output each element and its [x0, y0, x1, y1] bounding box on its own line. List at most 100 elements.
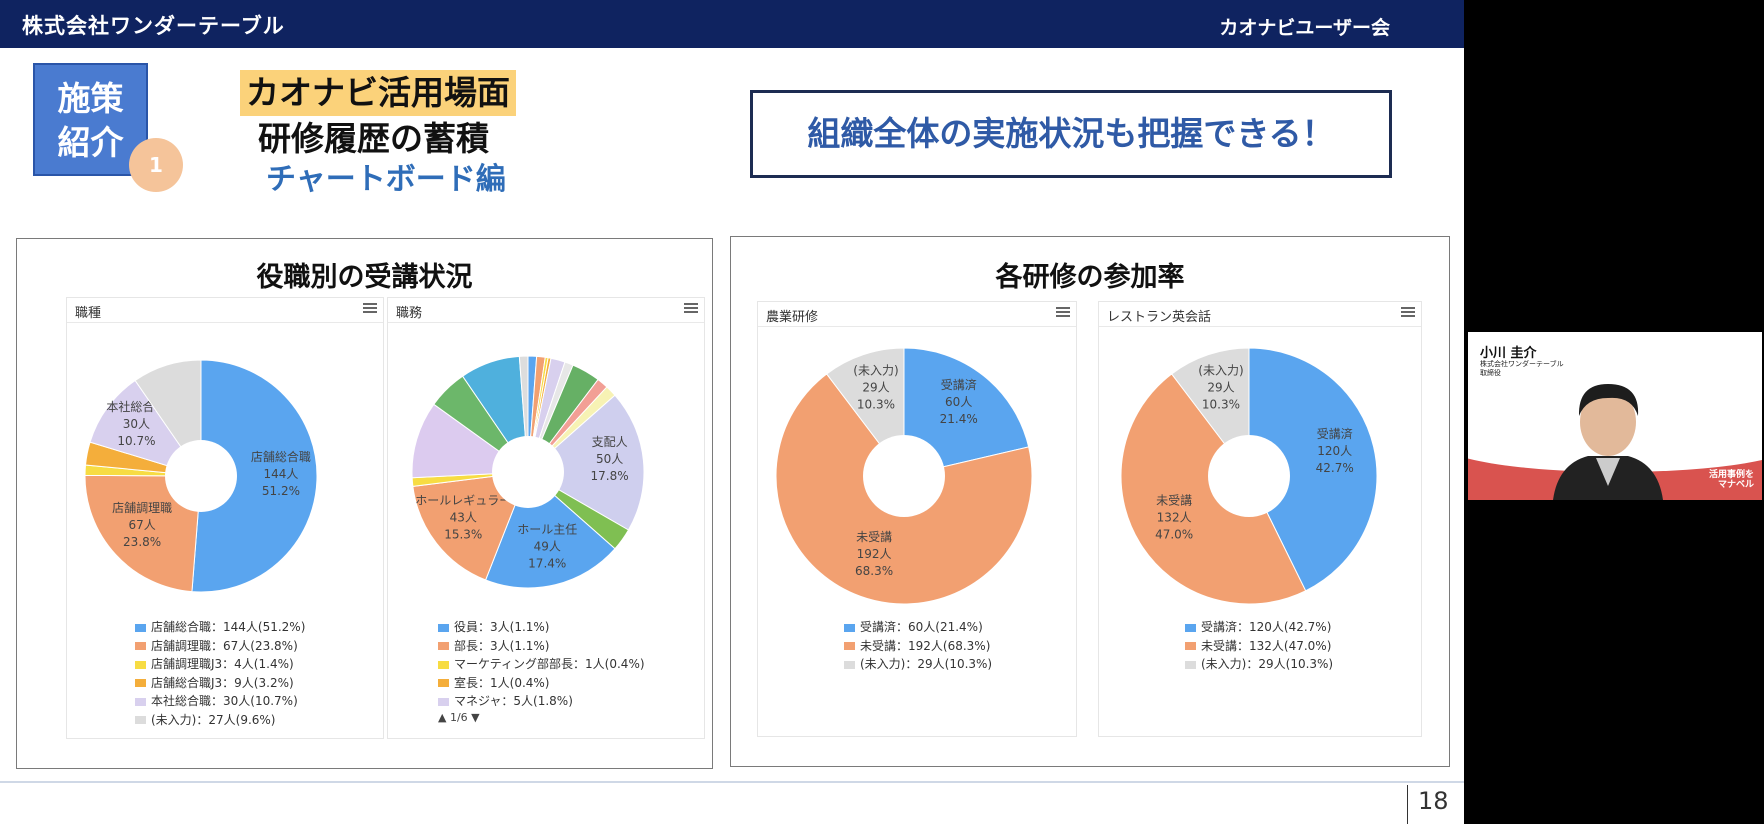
legend-item[interactable]: 本社総合職：30人(10.7%) — [135, 692, 305, 711]
chart-card-job-type: 職種 店舗総合職 144人 51.2% 店舗調理職 67人 23.8% 本社総合職 30人 10… — [66, 297, 384, 739]
chart-card-job-role: 職務 支配人 50人 17.8% ホール主任 49人 17.4% ホールレギュラー 43人 15… — [387, 297, 705, 739]
legend-item[interactable]: マーケティング部部長：1人(0.4%) — [438, 655, 645, 674]
legend-swatch — [1185, 660, 1196, 669]
legend-label: 店舗総合職：144人(51.2%) — [151, 620, 306, 634]
hamburger-menu-icon[interactable] — [1401, 307, 1415, 318]
legend-item[interactable]: (未入力)：27人(9.6%) — [135, 711, 305, 730]
legend-label: 店舗調理職：67人(23.8%) — [151, 638, 298, 653]
pager-down-icon[interactable]: ▼ — [471, 711, 480, 724]
pager-up-icon[interactable]: ▲ — [438, 711, 447, 724]
hamburger-menu-icon[interactable] — [684, 303, 698, 314]
card-header: 職務 — [388, 298, 704, 323]
slice-label: (未入力) — [1198, 364, 1243, 378]
hamburger-menu-icon[interactable] — [363, 303, 377, 314]
slice-label: 42.7% — [1316, 461, 1354, 475]
pie-slice[interactable] — [191, 359, 318, 593]
legend-item[interactable]: 店舗調理職J3：4人(1.4%) — [135, 655, 305, 674]
legend-label: 室長：1人(0.4%) — [454, 675, 550, 690]
legend-item[interactable]: 店舗総合職J3：9人(3.2%) — [135, 674, 305, 693]
slice-label: 未受講 — [856, 529, 892, 544]
legend-label: 店舗調理職J3：4人(1.4%) — [151, 657, 294, 671]
badge-line-1: 施策 — [57, 79, 124, 118]
section-badge: 施策 紹介 — [33, 63, 148, 176]
legend-item[interactable]: 店舗調理職：67人(23.8%) — [135, 637, 305, 656]
pie-slice[interactable] — [527, 394, 645, 531]
page-number-separator — [1407, 785, 1408, 824]
slice-label: 17.4% — [528, 557, 566, 571]
slide-header: 株式会社ワンダーテーブル カオナビユーザー会 — [0, 0, 1464, 48]
legend-item[interactable]: マネジャ：5人(1.8%) — [438, 692, 645, 711]
legend-item[interactable]: 受講済：60人(21.4%) — [844, 618, 992, 637]
legend-label: 受講済：60人(21.4%) — [860, 620, 983, 634]
legend-item[interactable]: 未受講：192人(68.3%) — [844, 637, 992, 656]
donut-hole — [863, 435, 945, 517]
slice-label: 49人 — [534, 540, 561, 554]
page-subtitle: チャートボード編 — [266, 162, 506, 197]
legend-label: (未入力)：27人(9.6%) — [151, 712, 276, 727]
slice-label: 68.3% — [855, 564, 893, 578]
legend-item[interactable]: (未入力)：29人(10.3%) — [844, 655, 992, 674]
slice-label: 10.3% — [857, 398, 895, 412]
card-title: レストラン英会話 — [1107, 310, 1212, 325]
slice-label: ホール主任 — [517, 523, 577, 537]
legend-label: 本社総合職：30人(10.7%) — [151, 694, 298, 708]
slice-label: 21.4% — [940, 412, 978, 426]
slice-label: 29人 — [1207, 381, 1234, 395]
legend-pager[interactable]: ▲ 1/6 ▼ — [438, 711, 480, 724]
pager-text: 1/6 — [449, 711, 468, 724]
event-name: カオナビユーザー会 — [1219, 17, 1390, 39]
pie-slice[interactable] — [89, 379, 203, 477]
chart-legend: 店舗総合職：144人(51.2%) 店舗調理職：67人(23.8%) 店舗調理職J3… — [135, 618, 305, 729]
legend-swatch — [135, 642, 146, 650]
page-number: 18 — [1418, 787, 1449, 815]
slice-label: (未入力) — [853, 364, 898, 378]
legend-label: (未入力)：29人(10.3%) — [1201, 657, 1334, 671]
slice-label: 192人 — [857, 547, 892, 561]
speaker-name: 小川 圭介 — [1480, 346, 1537, 361]
panel-position-status: 役職別の受講状況 職種 店舗総合職 144人 51.2% 店舗調理職 67人 23.8% 本… — [16, 238, 713, 769]
legend-label: 役員：3人(1.1%) — [454, 620, 550, 634]
legend-label: マーケティング部部長：1人(0.4%) — [454, 657, 645, 671]
hamburger-menu-icon[interactable] — [1056, 307, 1070, 318]
legend-item[interactable]: (未入力)：29人(10.3%) — [1185, 655, 1333, 674]
legend-swatch — [135, 697, 146, 706]
page-title: 研修履歴の蓄積 — [258, 119, 489, 158]
legend-swatch — [844, 623, 855, 632]
legend-item[interactable]: 未受講：132人(47.0%) — [1185, 637, 1333, 656]
legend-item[interactable]: 受講済：120人(42.7%) — [1185, 618, 1333, 637]
badge-line-2: 紹介 — [57, 123, 124, 162]
pie-chart: 支配人 50人 17.8% ホール主任 49人 17.4% ホールレギュラー 43人 15.3% — [411, 355, 645, 589]
legend-item[interactable]: 役員：3人(1.1%) — [438, 618, 645, 637]
legend-swatch — [135, 660, 146, 669]
legend-label: 部長：3人(1.1%) — [454, 638, 550, 653]
slice-label: 67人 — [128, 518, 155, 532]
pie-slice[interactable] — [1248, 347, 1378, 592]
legend-item[interactable]: 部長：3人(1.1%) — [438, 637, 645, 656]
chart-card-restaurant-english: レストラン英会話 受講済 120人 42.7% 未受講 132人 47.0% (未入力) 29… — [1098, 301, 1422, 737]
legend-swatch — [844, 660, 855, 669]
legend-item[interactable]: 室長：1人(0.4%) — [438, 674, 645, 693]
pie-slice[interactable] — [903, 347, 1030, 477]
pie-slice[interactable] — [84, 474, 202, 593]
slice-label: 132人 — [1157, 510, 1192, 524]
card-title: 職種 — [75, 306, 102, 321]
slice-label: 43人 — [450, 510, 477, 524]
company-name: 株式会社ワンダーテーブル — [22, 14, 285, 38]
legend-label: 受講済：120人(42.7%) — [1201, 620, 1332, 634]
speaker-org: 株式会社ワンダーテーブル 取締役 — [1480, 360, 1564, 378]
panel-participation-rate: 各研修の参加率 農業研修 受講済 60人 21.4% 未受講 192人 68.3% (未入力… — [730, 236, 1450, 767]
callout-box: 組織全体の実施状況も把握できる！ — [750, 90, 1392, 178]
slice-label: 30人 — [123, 417, 150, 431]
legend-swatch — [844, 642, 855, 650]
legend-swatch — [135, 679, 146, 687]
slice-label: 60人 — [945, 395, 972, 409]
legend-item[interactable]: 店舗総合職：144人(51.2%) — [135, 618, 305, 637]
speaker-role: 取締役 — [1480, 369, 1501, 377]
chart-legend: 受講済：60人(21.4%) 未受講：192人(68.3%) (未入力)：29人(1… — [844, 618, 992, 674]
pie-slice[interactable] — [412, 471, 529, 581]
video-logo-bottom: マナベル — [1717, 480, 1754, 490]
donut-hole — [165, 440, 237, 512]
legend-label: マネジャ：5人(1.8%) — [454, 694, 573, 708]
legend-swatch — [438, 679, 449, 687]
slice-label: 未受講 — [1156, 492, 1192, 507]
